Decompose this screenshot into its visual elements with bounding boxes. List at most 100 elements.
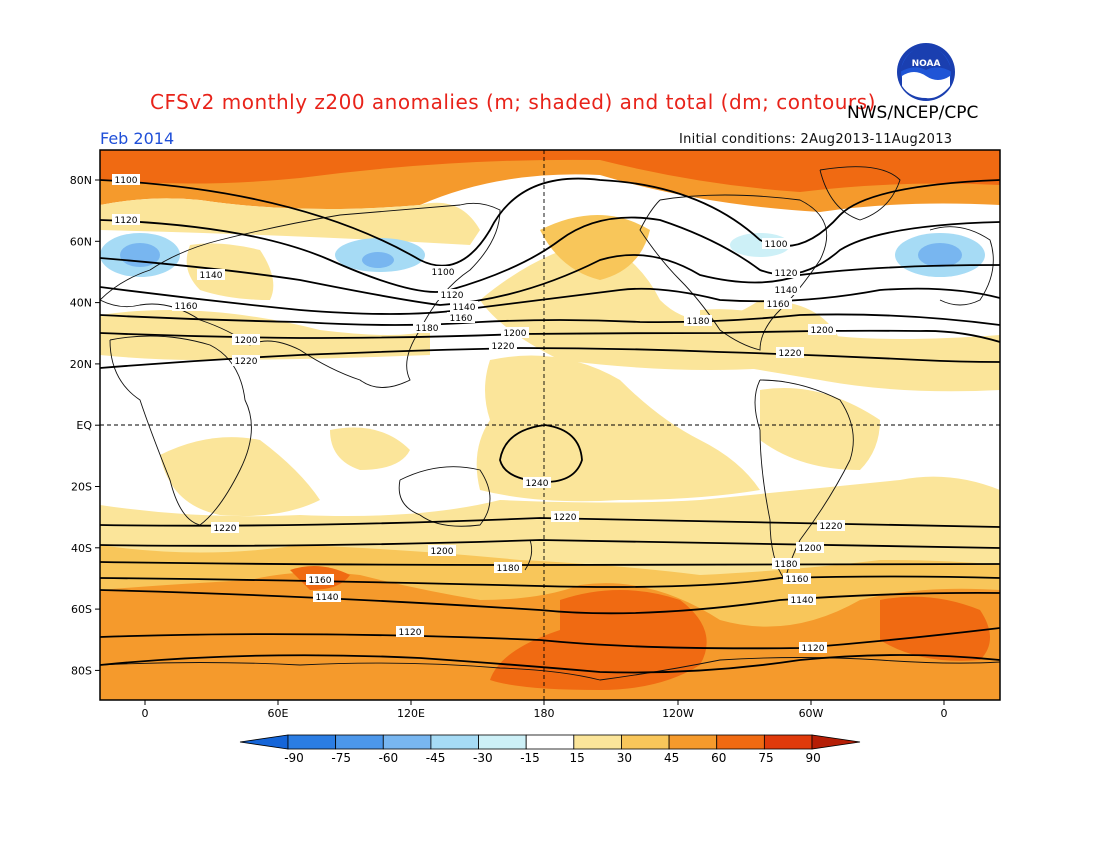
shade-southern-red-e: [880, 596, 990, 661]
contour-label-bg: [772, 284, 800, 295]
lat-label: 40N: [70, 297, 92, 310]
lat-label: EQ: [76, 419, 92, 432]
contour-label: 1140: [316, 593, 339, 603]
contour-label-bg: [796, 542, 824, 553]
contour-label: 1140: [453, 303, 476, 313]
contour-label-bg: [232, 355, 260, 366]
latitude-labels: 80N 60N 40N 20N EQ 20S 40S 60S 80S: [70, 174, 100, 677]
contour-label: 1200: [504, 329, 527, 339]
contour-label-bg: [429, 266, 457, 277]
contour-label-bg: [501, 327, 529, 338]
coast-antarctica: [100, 657, 1000, 681]
shade-atl-yellow: [700, 309, 1000, 392]
contour-label: 1160: [309, 576, 332, 586]
coast-africa: [109, 335, 252, 526]
contour-s1120: [100, 627, 1000, 650]
contour-label-bg: [112, 174, 140, 185]
contour-label: 1220: [554, 513, 577, 523]
contour-label: 1160: [175, 302, 198, 312]
contour-label-bg: [772, 267, 800, 278]
contour-label: 1200: [811, 326, 834, 336]
shade-africa-yellow: [160, 437, 320, 516]
contour-label-bg: [447, 312, 475, 323]
contour-label-bg: [762, 238, 790, 249]
contour-label: 1180: [775, 560, 798, 570]
contour-label-bg: [776, 347, 804, 358]
lon-label: 60E: [268, 707, 289, 720]
colorbar: -90 -75 -60 -45 -30 -15 15 30 45 60 75 90: [239, 734, 861, 765]
chart-title: CFSv2 monthly z200 anomalies (m; shaded)…: [150, 90, 876, 114]
lat-label: 20S: [71, 481, 92, 494]
contour-label-bg: [450, 301, 478, 312]
contour-s1100: [100, 654, 1000, 674]
contour-s1160: [100, 575, 1000, 588]
shade-nasia-blue-core: [362, 252, 394, 268]
colorbar-label: 75: [758, 751, 773, 765]
height-contours: [100, 177, 1000, 674]
contour-label-bg: [306, 574, 334, 585]
initial-conditions: Initial conditions: 2Aug2013-11Aug2013: [679, 132, 953, 147]
colorbar-box: [716, 734, 765, 750]
contour-label: 1100: [432, 268, 455, 278]
contour-label-bg: [172, 300, 200, 311]
contour-1100: [100, 177, 1000, 267]
contour-label: 1180: [416, 324, 439, 334]
contour-1200: [100, 329, 1000, 343]
contour-label-bg: [523, 477, 551, 488]
colorbar-high-arrow: [811, 734, 861, 750]
lon-label: 0: [941, 707, 948, 720]
noaa-logo-icon: NOAA: [896, 42, 956, 102]
colorbar-label: 90: [806, 751, 821, 765]
logo-text: NOAA: [912, 59, 941, 69]
contour-label-bg: [438, 289, 466, 300]
contour-label-bg: [817, 520, 845, 531]
colorbar-box: [430, 734, 479, 750]
colorbar-label: -15: [520, 751, 540, 765]
colorbar-box: [382, 734, 432, 750]
lat-label: 40S: [71, 542, 92, 555]
colorbar-label: -75: [331, 751, 351, 765]
contour-label-bg: [489, 340, 517, 351]
contour-label-bg: [428, 545, 456, 556]
lat-label: 20N: [70, 358, 92, 371]
contour-label: 1200: [235, 336, 258, 346]
shade-arctic-red: [100, 150, 1000, 192]
contour-label: 1180: [687, 317, 710, 327]
colorbar-box: [525, 734, 575, 750]
contour-label-bg: [396, 626, 424, 637]
lat-label: 60S: [71, 603, 92, 616]
contour-1220: [100, 347, 1000, 369]
colorbar-label: -45: [426, 751, 446, 765]
contour-label-bg: [211, 522, 239, 533]
coast-namerica: [639, 194, 828, 351]
valid-month: Feb 2014: [100, 129, 175, 148]
contour-label: 1120: [802, 644, 825, 654]
contour-label-bg: [808, 324, 836, 335]
shade-tropics-yellow-c: [476, 355, 760, 502]
contour-1140: [100, 254, 1000, 306]
contour-1180: [100, 313, 1000, 326]
contour-label-bg: [551, 511, 579, 522]
shade-io-yellow: [330, 427, 410, 470]
colorbar-label: -60: [379, 751, 399, 765]
coast-australia: [398, 466, 491, 527]
agency-label: NWS/NCEP/CPC: [847, 103, 979, 123]
contour-label: 1120: [775, 269, 798, 279]
colorbar-box: [668, 734, 718, 750]
contour-label-bg: [197, 269, 225, 280]
contour-label-bg: [684, 315, 712, 326]
contour-label: 1180: [497, 564, 520, 574]
colorbar-label: 30: [617, 751, 632, 765]
contour-label: 1220: [820, 522, 843, 532]
coast-greenland: [819, 166, 901, 221]
contour-label-bg: [494, 562, 522, 573]
contour-label-bg: [112, 214, 140, 225]
contour-label-bg: [783, 573, 811, 584]
colorbar-label: 15: [570, 751, 585, 765]
contour-label-bg: [232, 334, 260, 345]
contour-label-bg: [772, 558, 800, 569]
contour-label: 1220: [235, 357, 258, 367]
contour-label: 1200: [799, 544, 822, 554]
coast-samerica: [754, 379, 854, 582]
